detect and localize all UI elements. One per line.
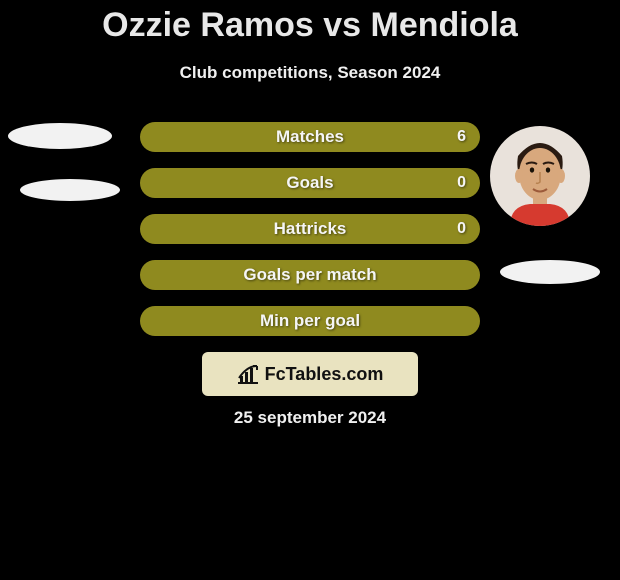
stat-row: Hattricks 0 [140,214,480,244]
stat-row: Goals 0 [140,168,480,198]
left-player-placeholder-2 [20,179,120,201]
right-player-placeholder [500,260,600,284]
stat-label: Matches [276,127,344,147]
stat-value-right: 6 [457,128,466,146]
stat-value-right: 0 [457,174,466,192]
left-player-placeholder-1 [8,123,112,149]
stat-row: Goals per match [140,260,480,290]
stat-label: Hattricks [274,219,347,239]
right-player-avatar [490,126,590,226]
page-title: Ozzie Ramos vs Mendiola [102,6,518,45]
date-text: 25 september 2024 [234,408,386,428]
subtitle: Club competitions, Season 2024 [180,63,441,83]
fctables-logo: FcTables.com [202,352,418,396]
avatar-icon [490,126,590,226]
bar-chart-icon [237,364,259,384]
logo-text: FcTables.com [265,364,384,385]
stat-row: Matches 6 [140,122,480,152]
stat-value-right: 0 [457,220,466,238]
stat-row: Min per goal [140,306,480,336]
stat-label: Goals [286,173,333,193]
stat-label: Min per goal [260,311,360,331]
stat-label: Goals per match [243,265,376,285]
